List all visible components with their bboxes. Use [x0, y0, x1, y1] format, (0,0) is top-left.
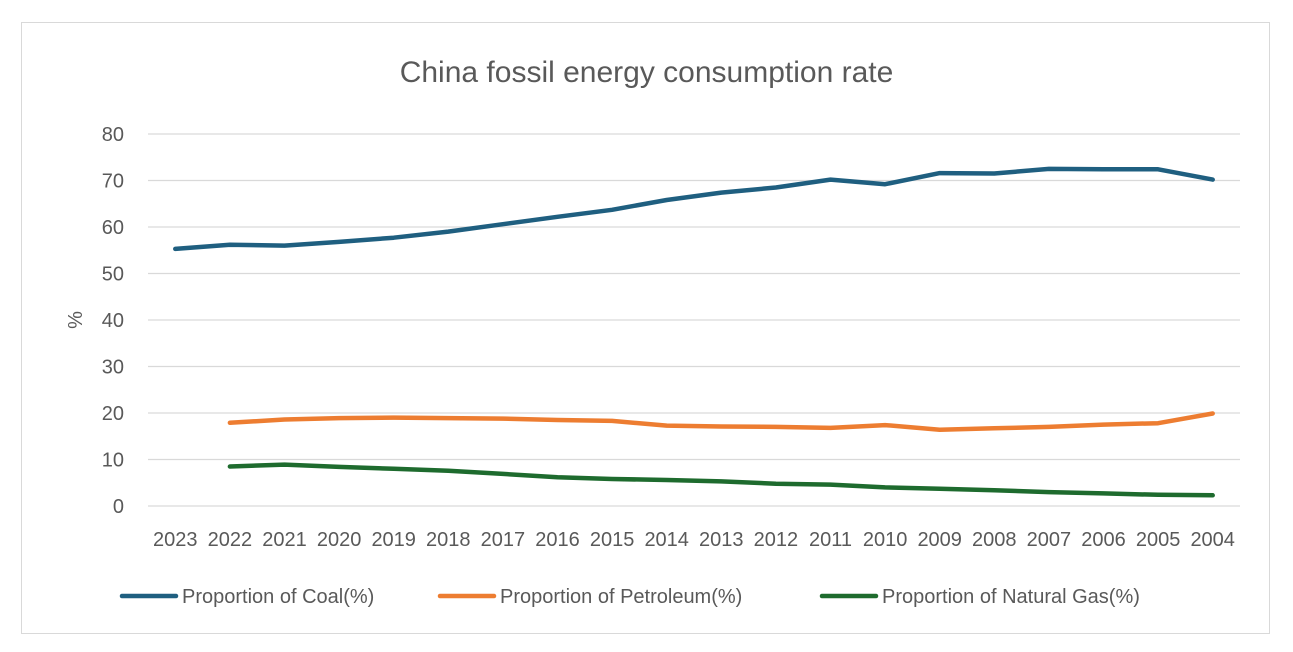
- x-tick-label: 2004: [1190, 529, 1235, 551]
- y-tick-label: 60: [102, 217, 124, 239]
- legend-label: Proportion of Coal(%): [182, 586, 374, 608]
- y-tick-label: 80: [102, 124, 124, 146]
- y-tick-label: 50: [102, 264, 124, 286]
- x-tick-label: 2007: [1027, 529, 1072, 551]
- x-tick-label: 2019: [371, 529, 416, 551]
- y-axis-label: %: [65, 311, 87, 329]
- y-tick-label: 40: [102, 310, 124, 332]
- x-axis-ticks: 2023 2022 2021 2020 2019 2018 2017 2016 2015 2014…: [153, 529, 1235, 551]
- y-tick-label: 20: [102, 403, 124, 425]
- x-tick-label: 2017: [481, 529, 526, 551]
- x-tick-label: 2022: [208, 529, 253, 551]
- x-tick-label: 2006: [1081, 529, 1126, 551]
- x-tick-label: 2012: [754, 529, 799, 551]
- chart-title: China fossil energy consumption rate: [399, 56, 894, 89]
- series-line-1: [173, 166, 1215, 252]
- x-tick-label: 2020: [317, 529, 362, 551]
- x-tick-label: 2021: [262, 529, 307, 551]
- legend-label: Proportion of Natural Gas(%): [882, 586, 1140, 608]
- gridlines: [148, 133, 1240, 507]
- y-tick-label: 30: [102, 357, 124, 379]
- x-tick-label: 2018: [426, 529, 471, 551]
- y-tick-label: 0: [113, 496, 124, 518]
- series-line-2: [227, 411, 1215, 432]
- series-line-3: [227, 462, 1215, 498]
- legend-label: Proportion of Petroleum(%): [500, 586, 742, 608]
- y-tick-label: 70: [102, 171, 124, 193]
- x-tick-label: 2008: [972, 529, 1017, 551]
- x-tick-label: 2023: [153, 529, 198, 551]
- x-tick-label: 2016: [535, 529, 580, 551]
- y-axis-ticks: 0 10 20 30 40 50 60 70 80: [102, 124, 124, 518]
- chart-frame: [21, 22, 1270, 634]
- x-tick-label: 2014: [644, 529, 689, 551]
- x-tick-label: 2005: [1136, 529, 1181, 551]
- x-tick-label: 2010: [863, 529, 908, 551]
- x-tick-label: 2015: [590, 529, 635, 551]
- y-tick-label: 10: [102, 450, 124, 472]
- x-tick-label: 2009: [917, 529, 962, 551]
- legend: Proportion of Coal(%) Proportion of Petro…: [119, 586, 1140, 608]
- x-tick-label: 2011: [809, 529, 852, 551]
- series-lines: [173, 166, 1215, 498]
- x-tick-label: 2013: [699, 529, 744, 551]
